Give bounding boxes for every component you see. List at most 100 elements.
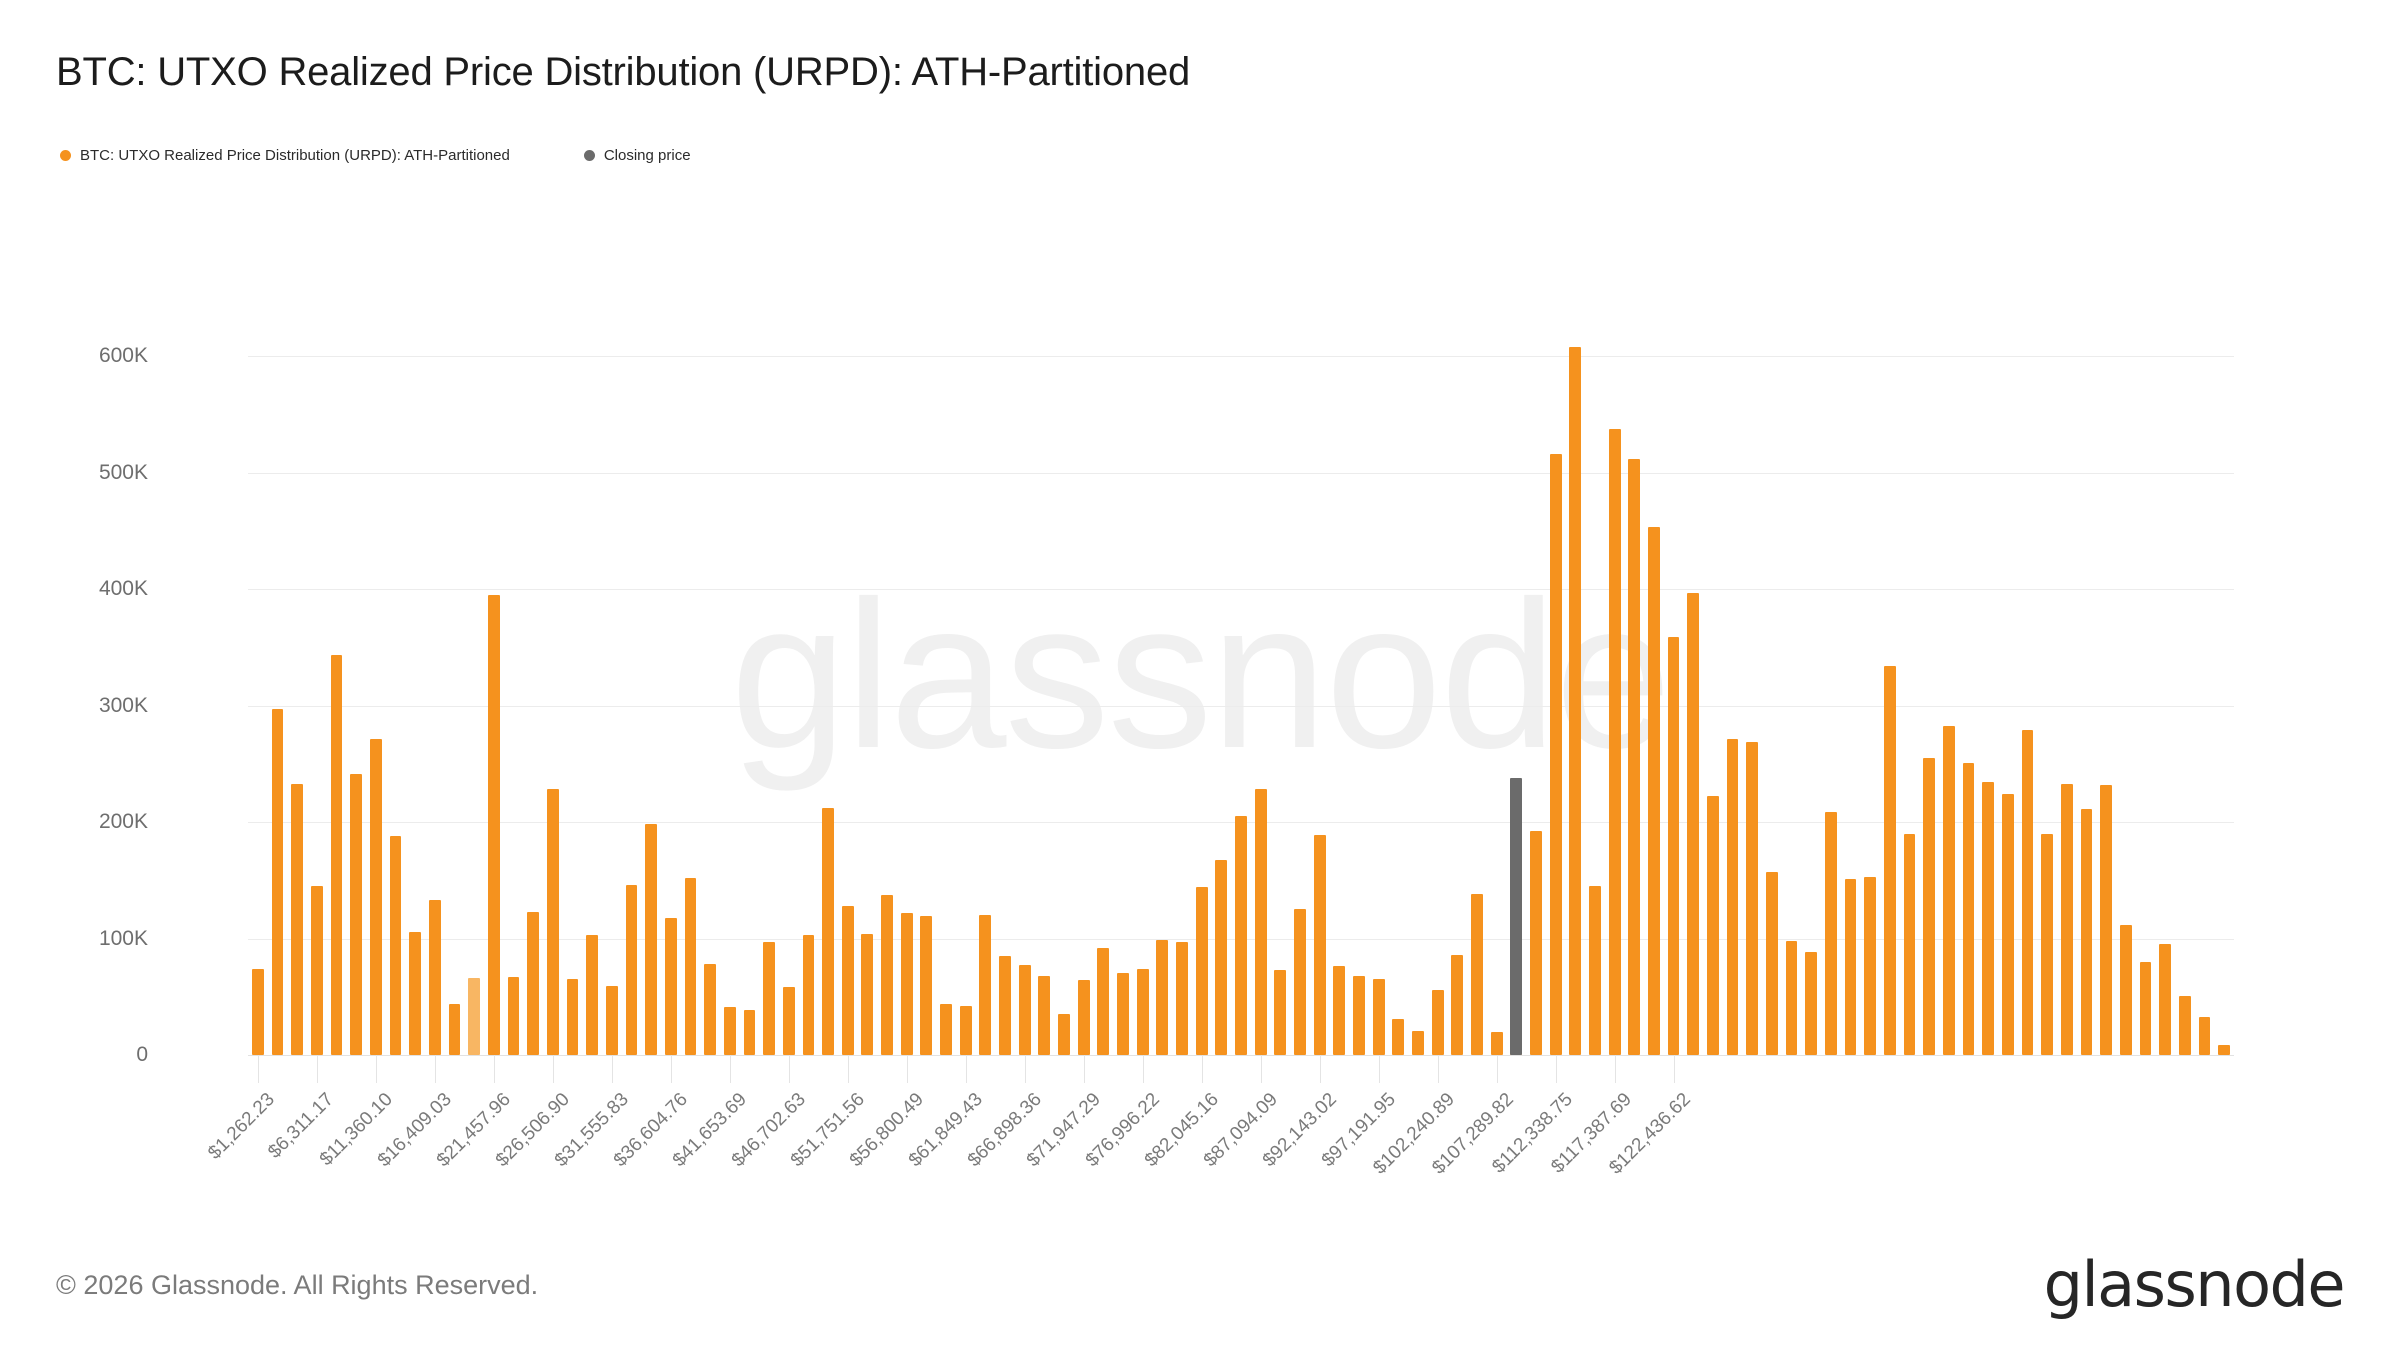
bar[interactable] xyxy=(1766,872,1778,1055)
bar[interactable] xyxy=(389,835,402,1055)
bar[interactable] xyxy=(723,1007,736,1055)
bar[interactable] xyxy=(1746,741,1759,1055)
bar[interactable] xyxy=(2041,833,2054,1055)
bar[interactable] xyxy=(605,986,618,1055)
bar[interactable] xyxy=(1962,762,1975,1055)
bar[interactable] xyxy=(802,935,815,1055)
bar-highlighted[interactable] xyxy=(468,978,481,1055)
bar[interactable] xyxy=(271,709,284,1055)
bar[interactable] xyxy=(448,1003,461,1055)
bar[interactable] xyxy=(1490,1031,1503,1055)
bar[interactable] xyxy=(1313,834,1326,1055)
bar[interactable] xyxy=(822,808,834,1055)
bar[interactable] xyxy=(1569,346,1582,1055)
bar[interactable] xyxy=(1942,726,1955,1055)
legend-item-closing-price[interactable]: Closing price xyxy=(583,147,691,164)
bar[interactable] xyxy=(743,1009,756,1055)
bar[interactable] xyxy=(350,774,363,1055)
bar[interactable] xyxy=(1294,909,1306,1055)
bar[interactable] xyxy=(2218,1044,2231,1055)
bar[interactable] xyxy=(763,942,775,1055)
bar[interactable] xyxy=(2060,783,2073,1055)
bar[interactable] xyxy=(940,1003,952,1055)
bar[interactable] xyxy=(1274,969,1287,1055)
bar[interactable] xyxy=(900,912,913,1055)
bar[interactable] xyxy=(1825,811,1837,1055)
bar[interactable] xyxy=(2021,729,2034,1055)
bar[interactable] xyxy=(1195,887,1208,1055)
bar[interactable] xyxy=(1215,860,1228,1055)
bar[interactable] xyxy=(959,1006,972,1055)
bar[interactable] xyxy=(782,987,795,1055)
bar[interactable] xyxy=(1156,939,1169,1055)
legend-item-urpd[interactable]: BTC: UTXO Realized Price Distribution (U… xyxy=(60,147,510,164)
bar[interactable] xyxy=(625,884,638,1055)
bar[interactable] xyxy=(979,915,992,1055)
bar[interactable] xyxy=(1333,966,1346,1055)
bar[interactable] xyxy=(1097,947,1110,1055)
bar[interactable] xyxy=(1982,782,1995,1055)
bar[interactable] xyxy=(310,886,323,1055)
bar[interactable] xyxy=(664,917,677,1055)
bar[interactable] xyxy=(920,916,933,1055)
bar[interactable] xyxy=(1038,975,1051,1055)
bar[interactable] xyxy=(1018,965,1031,1055)
bar[interactable] xyxy=(1726,739,1739,1055)
bar[interactable] xyxy=(369,739,382,1055)
bar[interactable] xyxy=(1392,1018,1405,1055)
bar[interactable] xyxy=(527,911,540,1055)
bar[interactable] xyxy=(566,979,579,1055)
bar[interactable] xyxy=(645,824,657,1055)
bar[interactable] xyxy=(2119,924,2132,1055)
bar[interactable] xyxy=(1077,980,1090,1055)
bar[interactable] xyxy=(1117,973,1129,1055)
bar[interactable] xyxy=(841,905,854,1055)
bar[interactable] xyxy=(881,895,893,1055)
bar[interactable] xyxy=(1372,979,1385,1055)
bar[interactable] xyxy=(2159,944,2172,1055)
bar[interactable] xyxy=(1864,876,1877,1055)
bar[interactable] xyxy=(1648,527,1660,1055)
bar[interactable] xyxy=(2139,961,2152,1055)
bar[interactable] xyxy=(487,594,500,1055)
bar[interactable] xyxy=(1058,1014,1070,1055)
bar[interactable] xyxy=(2100,784,2113,1055)
bar[interactable] xyxy=(1136,968,1149,1055)
bar[interactable] xyxy=(684,877,697,1055)
bar[interactable] xyxy=(999,955,1011,1055)
bar[interactable] xyxy=(1431,989,1444,1055)
bar[interactable] xyxy=(1353,975,1365,1055)
bar[interactable] xyxy=(251,968,264,1055)
bar[interactable] xyxy=(291,783,304,1055)
bar[interactable] xyxy=(2198,1016,2211,1055)
bar[interactable] xyxy=(1923,757,1936,1055)
bar[interactable] xyxy=(2178,995,2191,1055)
bar[interactable] xyxy=(1451,954,1464,1055)
bar[interactable] xyxy=(1785,940,1798,1055)
bar[interactable] xyxy=(1707,796,1719,1055)
bar[interactable] xyxy=(1805,952,1818,1055)
bar[interactable] xyxy=(2001,794,2014,1055)
bar[interactable] xyxy=(1176,942,1188,1055)
bar[interactable] xyxy=(1844,879,1857,1055)
bar[interactable] xyxy=(861,933,874,1055)
bar[interactable] xyxy=(546,789,559,1055)
closing-price-bar[interactable] xyxy=(1510,777,1523,1055)
bar[interactable] xyxy=(1589,886,1601,1055)
bar[interactable] xyxy=(409,931,422,1055)
bar[interactable] xyxy=(704,964,716,1055)
bar[interactable] xyxy=(1412,1030,1424,1055)
bar[interactable] xyxy=(428,900,441,1055)
bar[interactable] xyxy=(1530,831,1542,1055)
bar[interactable] xyxy=(1254,789,1267,1055)
bar[interactable] xyxy=(1667,636,1680,1055)
bar[interactable] xyxy=(1471,894,1483,1055)
bar[interactable] xyxy=(1687,592,1700,1055)
bar[interactable] xyxy=(1628,458,1641,1055)
bar[interactable] xyxy=(1608,429,1621,1055)
bar[interactable] xyxy=(586,935,598,1055)
bar[interactable] xyxy=(330,655,343,1055)
bar[interactable] xyxy=(1883,665,1896,1055)
bar[interactable] xyxy=(1235,816,1247,1055)
bar[interactable] xyxy=(507,976,520,1055)
